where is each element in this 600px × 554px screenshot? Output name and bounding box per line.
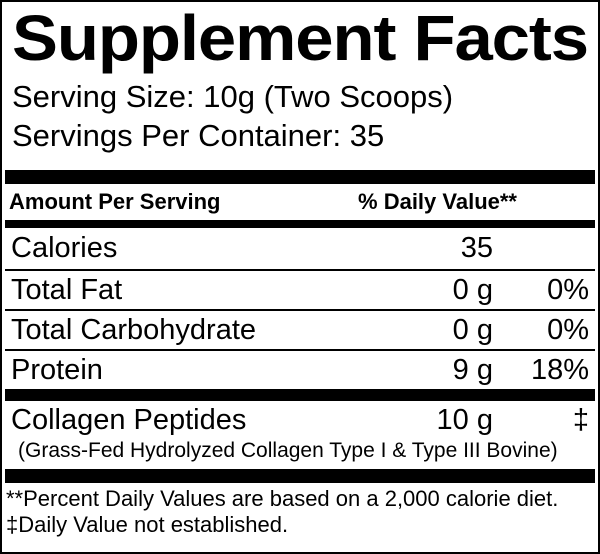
serving-size-text: Serving Size: 10g (Two Scoops) xyxy=(12,79,454,114)
nutrient-dv: 0% xyxy=(547,273,589,306)
table-row-calories: Calories 35 xyxy=(5,228,595,269)
table-row-protein: Protein 9 g 18% xyxy=(5,349,595,389)
nutrient-name: Total Fat xyxy=(11,273,123,306)
table-row-total-carbohydrate: Total Carbohydrate 0 g 0% xyxy=(5,309,595,349)
daily-value-header: % Daily Value** xyxy=(358,189,517,214)
nutrient-amount: 0 g xyxy=(452,273,493,306)
divider-thick-bottom xyxy=(5,469,595,483)
nutrient-name: Calories xyxy=(11,232,118,264)
servings-per-container-text: Servings Per Container: 35 xyxy=(12,118,385,153)
page-title: Supplement Facts xyxy=(12,10,588,74)
ingredient-amount: 10 g xyxy=(436,403,493,436)
footnote-not-established: ‡Daily Value not established. xyxy=(6,512,289,537)
amount-per-serving-header: Amount Per Serving xyxy=(9,189,221,214)
footnote-daily-value: **Percent Daily Values are based on a 2,… xyxy=(6,486,559,511)
nutrient-name: Protein xyxy=(11,353,103,386)
nutrient-amount: 0 g xyxy=(452,313,493,346)
ingredient-name: Collagen Peptides xyxy=(11,403,247,436)
table-header-row: Amount Per Serving % Daily Value** xyxy=(5,184,595,220)
table-row-total-fat: Total Fat 0 g 0% xyxy=(5,269,595,309)
nutrient-amount: 9 g xyxy=(452,353,493,386)
nutrient-name: Total Carbohydrate xyxy=(11,313,257,346)
nutrient-dv: 18% xyxy=(530,353,589,386)
footnotes: **Percent Daily Values are based on a 2,… xyxy=(5,486,595,538)
divider-thick-middle xyxy=(5,389,595,401)
ingredient-detail-text: (Grass-Fed Hydrolyzed Collagen Type I & … xyxy=(18,439,558,462)
title-graphic: Supplement Facts xyxy=(12,10,589,74)
table-row-collagen-peptides: Collagen Peptides 10 g ‡ xyxy=(5,401,595,439)
title-wrap: Supplement Facts xyxy=(11,10,595,74)
nutrient-amount: 35 xyxy=(460,232,493,264)
ingredient-dv-dagger: ‡ xyxy=(572,403,589,436)
divider-medium xyxy=(5,220,595,228)
divider-thick-top xyxy=(5,170,595,184)
nutrient-dv: 0% xyxy=(547,313,589,346)
